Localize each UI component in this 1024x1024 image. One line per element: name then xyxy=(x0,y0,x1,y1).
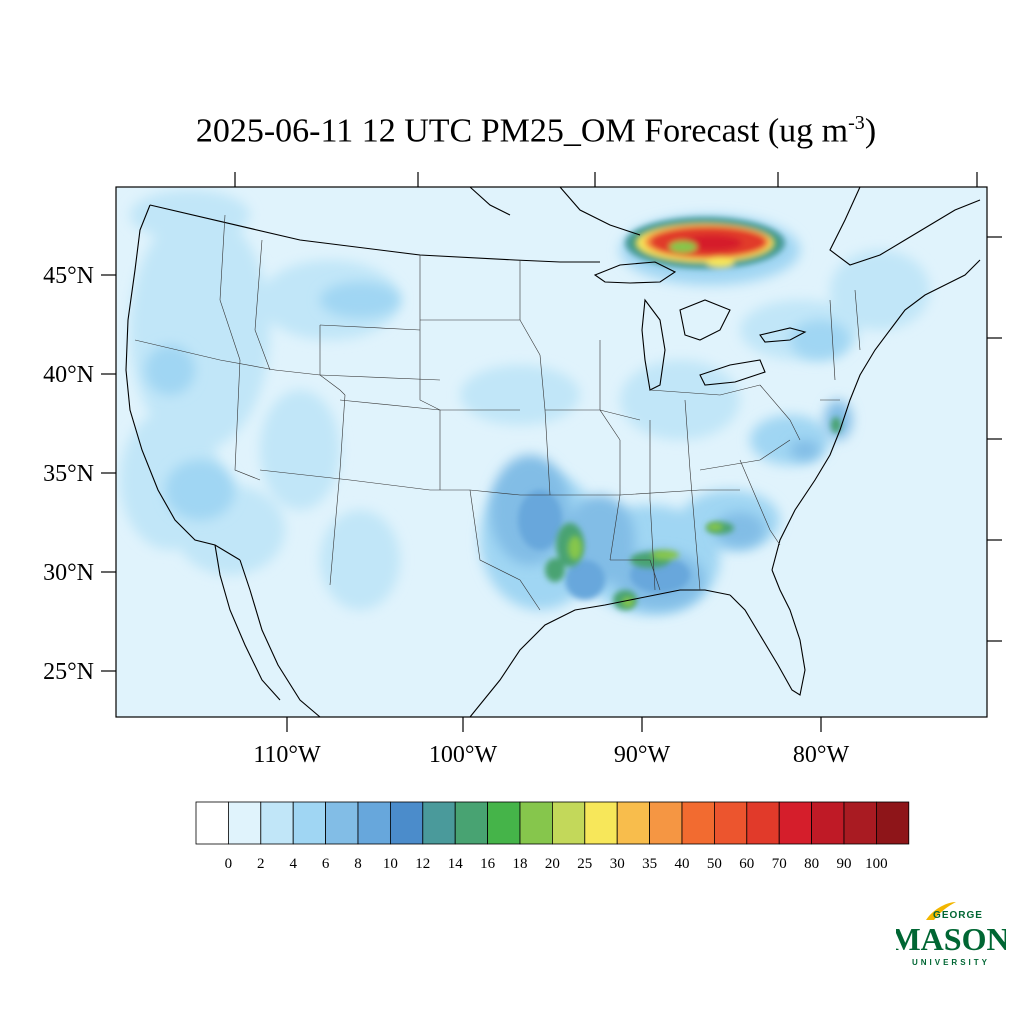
lon-label: 80°W xyxy=(793,742,850,768)
colorbar-box xyxy=(746,801,780,845)
colorbar-box xyxy=(227,801,262,845)
lat-label: 25°N xyxy=(43,659,94,685)
colorbar-label: 60 xyxy=(739,856,754,872)
colorbar-label: 0 xyxy=(225,856,233,872)
state-boundaries xyxy=(134,214,861,611)
colorbar-box xyxy=(389,801,424,845)
colorbar-label: 18 xyxy=(513,856,528,872)
colorbar-label: 16 xyxy=(480,856,496,872)
colorbar-box xyxy=(519,801,553,845)
colorbar-box xyxy=(357,801,391,845)
title-date: 2025-06-11 xyxy=(195,112,354,150)
colorbar-label: 8 xyxy=(354,856,362,872)
colorbar-box xyxy=(616,801,651,845)
logo-bottom-text: UNIVERSITY xyxy=(912,958,990,967)
colorbar-label: 2 xyxy=(257,856,265,872)
colorbar-box xyxy=(195,801,229,845)
logo-main-text: MASON xyxy=(896,921,1006,957)
colorbar-box xyxy=(260,801,294,845)
colorbar-box xyxy=(811,801,845,845)
map-title: 2025-06-11 12 UTC PM25_OM Forecast (ug m… xyxy=(24,112,1024,150)
concentration-field xyxy=(120,190,930,615)
colorbar-label: 50 xyxy=(707,856,722,872)
colorbar-label: 30 xyxy=(610,856,625,872)
title-kind: Forecast xyxy=(644,112,760,150)
colorbar-label: 20 xyxy=(545,856,560,872)
colorbar-box xyxy=(649,801,683,845)
colorbar-box xyxy=(876,801,910,845)
right-ticks xyxy=(987,236,1002,642)
lat-label: 40°N xyxy=(43,362,94,388)
colorbar-boxes xyxy=(195,801,910,845)
colorbar-label: 14 xyxy=(448,856,464,872)
colorbar-label: 70 xyxy=(772,856,787,872)
bottom-ticks xyxy=(286,717,822,732)
title-variable: PM25_OM xyxy=(480,112,636,150)
title-units-close: ) xyxy=(864,112,877,150)
top-ticks xyxy=(234,172,978,187)
colorbar-box xyxy=(325,801,359,845)
colorbar-box xyxy=(552,801,586,845)
lat-label: 45°N xyxy=(43,263,94,289)
title-hour: 12 UTC xyxy=(361,112,473,150)
colorbar-box xyxy=(454,801,489,845)
colorbar-box xyxy=(843,801,877,845)
logo-top-text: GEORGE xyxy=(933,910,983,921)
latitude-labels: 45°N 40°N 35°N 30°N 25°N xyxy=(43,263,94,685)
wildfire-smoke-plume xyxy=(625,217,785,269)
colorbar-box xyxy=(681,801,715,845)
lat-label: 35°N xyxy=(43,461,94,487)
colorbar-label: 25 xyxy=(577,856,592,872)
colorbar-label: 100 xyxy=(865,856,888,872)
plot-border xyxy=(115,186,988,718)
colorbar-label: 35 xyxy=(642,856,657,872)
title-units: (ug m xyxy=(767,112,849,150)
colorbar-label: 80 xyxy=(804,856,819,872)
left-ticks xyxy=(101,274,116,672)
colorbar-label: 10 xyxy=(383,856,398,872)
lon-label: 90°W xyxy=(614,742,671,768)
coastlines xyxy=(125,186,981,718)
title-units-exponent: -3 xyxy=(848,112,865,134)
colorbar-box xyxy=(778,801,813,845)
lon-label: 100°W xyxy=(429,742,498,768)
colorbar-label: 40 xyxy=(675,856,690,872)
colorbar-label: 12 xyxy=(415,856,430,872)
colorbar-box xyxy=(714,801,748,845)
colorbar-box xyxy=(584,801,618,845)
colorbar-box xyxy=(292,801,327,845)
colorbar-box xyxy=(422,801,456,845)
colorbar-labels: 0 2 4 6 8 10 12 14 16 18 20 25 30 35 40 50 60 70 80 90 100 xyxy=(225,856,888,872)
lon-label: 110°W xyxy=(253,742,321,768)
colorbar-box xyxy=(487,801,521,845)
colorbar-label: 4 xyxy=(289,856,297,872)
colorbar-label: 90 xyxy=(837,856,852,872)
longitude-labels: 110°W 100°W 90°W 80°W xyxy=(253,742,849,768)
colorbar-label: 6 xyxy=(322,856,330,872)
george-mason-logo: GEORGE MASON UNIVERSITY xyxy=(896,902,1006,967)
logo-swoosh xyxy=(926,902,956,920)
lat-label: 30°N xyxy=(43,560,94,586)
